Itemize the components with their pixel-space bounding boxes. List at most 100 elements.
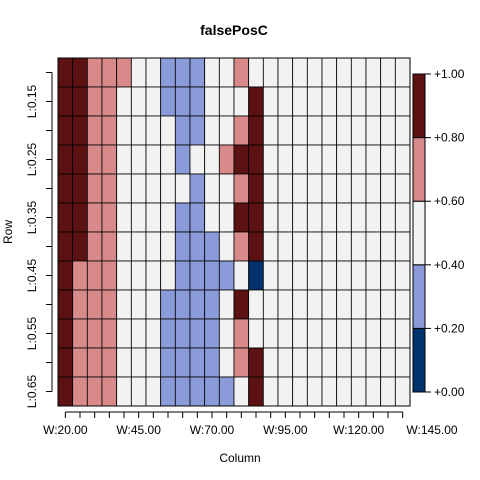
heatmap-cell [174, 173, 191, 204]
heatmap-cell [86, 318, 103, 349]
heatmap-cell [204, 144, 220, 175]
heatmap-cell [130, 347, 147, 378]
heatmap-cell [130, 289, 147, 320]
heatmap-cell [57, 260, 74, 291]
heatmap-cell [248, 202, 264, 233]
heatmap-cell [336, 86, 352, 117]
heatmap-cell [57, 57, 74, 88]
heatmap-cell [116, 260, 132, 291]
heatmap-cell [394, 376, 411, 407]
heatmap-cell [233, 289, 250, 320]
heatmap-cell [101, 202, 118, 233]
heatmap-cell [189, 144, 206, 175]
heatmap-cell [262, 173, 279, 204]
heatmap-cell [189, 347, 206, 378]
heatmap-cell [145, 86, 162, 117]
heatmap-cell [160, 173, 176, 204]
heatmap-cell [394, 347, 411, 378]
heatmap-cell [365, 260, 382, 291]
heatmap-cell [218, 318, 235, 349]
heatmap-cell [394, 57, 411, 88]
heatmap-cell [321, 231, 338, 262]
heatmap-cell [130, 86, 147, 117]
heatmap-cell [72, 202, 88, 233]
heatmap-cell [277, 144, 294, 175]
heatmap-cell [86, 289, 103, 320]
heatmap-cell [233, 86, 250, 117]
heatmap-cell [277, 260, 294, 291]
heatmap-cell [174, 318, 191, 349]
heatmap-cell [174, 86, 191, 117]
heatmap-cell [233, 202, 250, 233]
heatmap-cell [262, 376, 279, 407]
legend-swatch [412, 327, 426, 393]
heatmap-cell [116, 115, 132, 146]
legend-tick-label: +0.60 [434, 194, 465, 208]
heatmap-cell [336, 347, 352, 378]
heatmap-cell [292, 318, 308, 349]
heatmap-cell [204, 376, 220, 407]
heatmap-cell [365, 144, 382, 175]
heatmap-cell [204, 202, 220, 233]
heatmap-cell [277, 376, 294, 407]
heatmap-cell [365, 202, 382, 233]
heatmap-cell [189, 231, 206, 262]
heatmap-cell [380, 173, 396, 204]
heatmap-cell [160, 231, 176, 262]
heatmap-cell [116, 144, 132, 175]
heatmap-cell [233, 115, 250, 146]
heatmap-cell [336, 260, 352, 291]
heatmap-cell [306, 231, 323, 262]
heatmap-cell [306, 144, 323, 175]
heatmap-cell [321, 86, 338, 117]
x-axis-label: Column [219, 451, 260, 465]
heatmap-cell [218, 376, 235, 407]
heatmap-cell [116, 202, 132, 233]
heatmap-cell [174, 231, 191, 262]
heatmap-cell [350, 376, 367, 407]
heatmap-cell [321, 318, 338, 349]
heatmap-cell [86, 347, 103, 378]
y-tick-label: L:0.15 [25, 84, 39, 118]
heatmap-cell [248, 231, 264, 262]
plot-border [57, 57, 411, 407]
heatmap-cell [145, 173, 162, 204]
heatmap-cell [218, 202, 235, 233]
heatmap-cell [350, 115, 367, 146]
heatmap-cell [350, 173, 367, 204]
heatmap-cell [57, 115, 74, 146]
heatmap-cell [321, 260, 338, 291]
heatmap-cell [306, 86, 323, 117]
heatmap-cell [233, 144, 250, 175]
heatmap-cell [350, 57, 367, 88]
heatmap-cell [394, 86, 411, 117]
heatmap-cell [57, 144, 74, 175]
legend-tick-label: +1.00 [434, 67, 465, 81]
heatmap-cell [130, 376, 147, 407]
heatmap-cell [350, 260, 367, 291]
heatmap-cell [204, 86, 220, 117]
heatmap-cell [145, 260, 162, 291]
heatmap-cell [394, 144, 411, 175]
legend-tick-label: +0.20 [434, 321, 465, 335]
heatmap-cell [57, 202, 74, 233]
heatmap-cell [145, 231, 162, 262]
heatmap-cell [130, 231, 147, 262]
heatmap-cells [57, 57, 411, 407]
heatmap-cell [380, 231, 396, 262]
heatmap-cell [174, 260, 191, 291]
legend-tick-label: +0.00 [434, 385, 465, 399]
heatmap-cell [292, 376, 308, 407]
heatmap-cell [336, 289, 352, 320]
heatmap-cell [365, 347, 382, 378]
heatmap-cell [277, 347, 294, 378]
heatmap-cell [86, 202, 103, 233]
heatmap-cell [86, 57, 103, 88]
heatmap-cell [233, 57, 250, 88]
heatmap-cell [233, 347, 250, 378]
heatmap-cell [174, 376, 191, 407]
heatmap-cell [306, 57, 323, 88]
heatmap-cell [189, 376, 206, 407]
heatmap-cell [380, 115, 396, 146]
heatmap-cell [57, 289, 74, 320]
